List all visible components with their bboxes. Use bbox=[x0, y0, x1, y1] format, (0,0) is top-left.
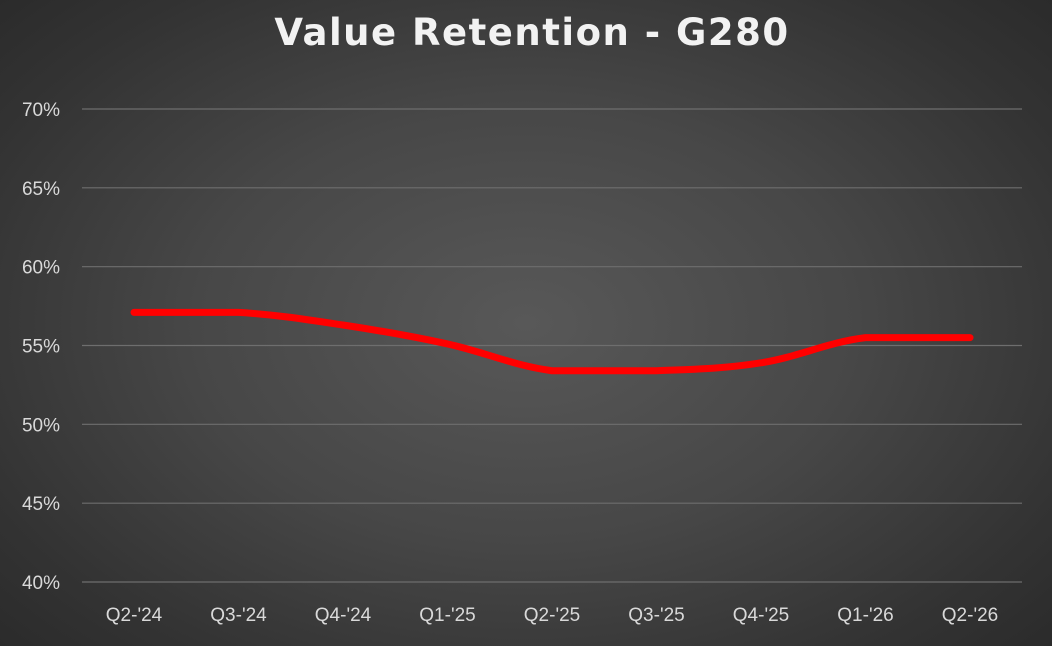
y-axis-ticks: 40% 45% 50% 55% 60% 65% 70% bbox=[22, 100, 60, 594]
series-line bbox=[130, 308, 974, 375]
y-tick-label: 55% bbox=[22, 337, 60, 358]
y-tick-label: 45% bbox=[22, 494, 60, 515]
x-tick-label: Q4-'25 bbox=[733, 605, 789, 626]
y-tick-label: 65% bbox=[22, 179, 60, 200]
x-tick-label: Q1-'25 bbox=[419, 605, 475, 626]
x-tick-label: Q2-'24 bbox=[106, 605, 163, 626]
x-tick-label: Q3-'25 bbox=[628, 605, 684, 626]
x-tick-label: Q4-'24 bbox=[315, 605, 372, 626]
x-axis-ticks: Q2-'24 Q3-'24 Q4-'24 Q1-'25 Q2-'25 Q3-'25 Q4-'… bbox=[106, 605, 998, 626]
chart-title: Value Retention - G280 bbox=[274, 11, 789, 54]
y-tick-label: 70% bbox=[22, 100, 60, 121]
x-tick-label: Q2-'26 bbox=[942, 605, 998, 626]
x-tick-label: Q2-'25 bbox=[524, 605, 580, 626]
y-tick-label: 40% bbox=[22, 573, 60, 594]
y-tick-label: 50% bbox=[22, 415, 60, 436]
x-tick-label: Q1-'26 bbox=[837, 605, 893, 626]
y-tick-label: 60% bbox=[22, 258, 60, 279]
series-layer bbox=[130, 308, 974, 375]
gridlines bbox=[82, 108, 1022, 583]
x-tick-label: Q3-'24 bbox=[210, 605, 267, 626]
